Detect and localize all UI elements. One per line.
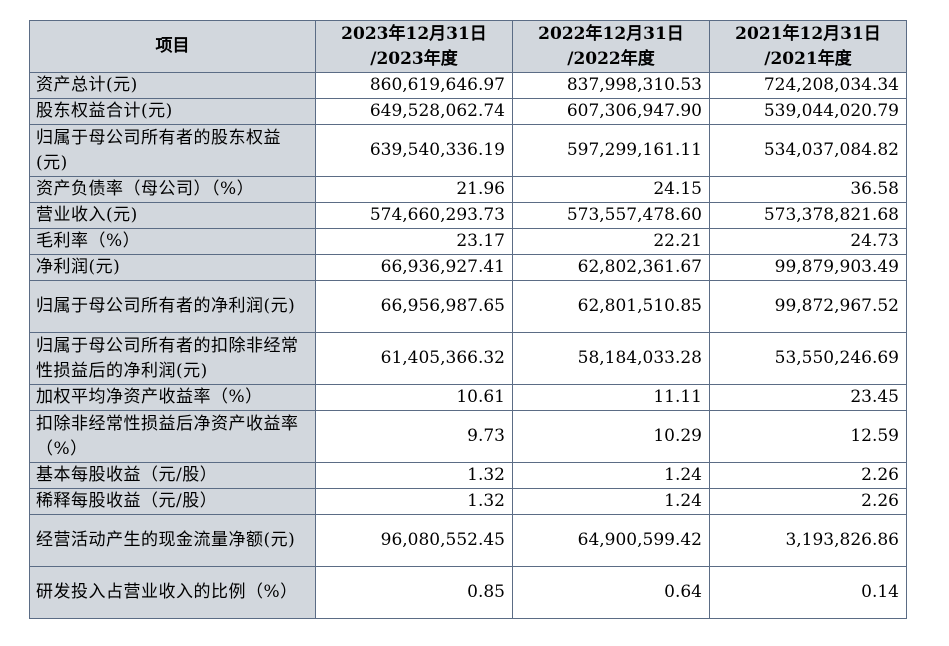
table-row: 资产负债率（母公司）（%） 21.96 24.15 36.58 — [29, 176, 907, 203]
row-label: 扣除非经常性损益后净资产收益率（%） — [29, 410, 316, 463]
table-row: 扣除非经常性损益后净资产收益率（%） 9.73 10.29 12.59 — [29, 410, 907, 463]
value-2023: 96,080,552.45 — [315, 514, 513, 567]
value-2023: 649,528,062.74 — [315, 98, 513, 125]
header-item: 项目 — [29, 20, 316, 73]
row-label: 股东权益合计(元) — [29, 98, 316, 125]
value-2021: 539,044,020.79 — [709, 98, 907, 125]
value-2023: 639,540,336.19 — [315, 124, 513, 177]
table-row: 加权平均净资产收益率（%） 10.61 11.11 23.45 — [29, 384, 907, 411]
value-2022: 22.21 — [512, 228, 710, 255]
row-label: 归属于母公司所有者的净利润(元) — [29, 280, 316, 333]
value-2022: 607,306,947.90 — [512, 98, 710, 125]
value-2021: 534,037,084.82 — [709, 124, 907, 177]
row-label: 资产总计(元) — [29, 72, 316, 99]
value-2022: 0.64 — [512, 566, 710, 619]
financial-table-container: 项目 2023年12月31日 /2023年度 2022年12月31日 /2022… — [29, 20, 907, 619]
value-2022: 64,900,599.42 — [512, 514, 710, 567]
value-2023: 61,405,366.32 — [315, 332, 513, 385]
value-2023: 1.32 — [315, 462, 513, 489]
value-2023: 21.96 — [315, 176, 513, 203]
table-row: 归属于母公司所有者的扣除非经常性损益后的净利润(元) 61,405,366.32… — [29, 332, 907, 385]
value-2022: 573,557,478.60 — [512, 202, 710, 229]
table-row: 股东权益合计(元) 649,528,062.74 607,306,947.90 … — [29, 98, 907, 125]
value-2023: 66,956,987.65 — [315, 280, 513, 333]
value-2022: 10.29 — [512, 410, 710, 463]
value-2021: 2.26 — [709, 462, 907, 489]
table-row: 资产总计(元) 860,619,646.97 837,998,310.53 72… — [29, 72, 907, 99]
value-2022: 24.15 — [512, 176, 710, 203]
row-label: 归属于母公司所有者的扣除非经常性损益后的净利润(元) — [29, 332, 316, 385]
table-row: 基本每股收益（元/股） 1.32 1.24 2.26 — [29, 462, 907, 489]
row-label: 净利润(元) — [29, 254, 316, 281]
value-2021: 573,378,821.68 — [709, 202, 907, 229]
value-2021: 36.58 — [709, 176, 907, 203]
row-label: 资产负债率（母公司）（%） — [29, 176, 316, 203]
value-2021: 53,550,246.69 — [709, 332, 907, 385]
row-label: 研发投入占营业收入的比例（%） — [29, 566, 316, 619]
value-2022: 62,801,510.85 — [512, 280, 710, 333]
table-row: 毛利率（%） 23.17 22.21 24.73 — [29, 228, 907, 255]
value-2022: 1.24 — [512, 462, 710, 489]
financial-summary-table: 项目 2023年12月31日 /2023年度 2022年12月31日 /2022… — [29, 20, 907, 619]
value-2023: 66,936,927.41 — [315, 254, 513, 281]
row-label: 归属于母公司所有者的股东权益(元) — [29, 124, 316, 177]
value-2023: 574,660,293.73 — [315, 202, 513, 229]
value-2021: 724,208,034.34 — [709, 72, 907, 99]
value-2021: 24.73 — [709, 228, 907, 255]
value-2021: 12.59 — [709, 410, 907, 463]
value-2023: 0.85 — [315, 566, 513, 619]
table-row: 稀释每股收益（元/股） 1.32 1.24 2.26 — [29, 488, 907, 515]
header-2022: 2022年12月31日 /2022年度 — [512, 20, 710, 73]
value-2022: 11.11 — [512, 384, 710, 411]
value-2022: 62,802,361.67 — [512, 254, 710, 281]
value-2023: 9.73 — [315, 410, 513, 463]
value-2022: 1.24 — [512, 488, 710, 515]
value-2021: 0.14 — [709, 566, 907, 619]
value-2023: 23.17 — [315, 228, 513, 255]
header-2023: 2023年12月31日 /2023年度 — [315, 20, 513, 73]
table-row: 经营活动产生的现金流量净额(元) 96,080,552.45 64,900,59… — [29, 514, 907, 567]
row-label: 经营活动产生的现金流量净额(元) — [29, 514, 316, 567]
value-2021: 3,193,826.86 — [709, 514, 907, 567]
header-2021: 2021年12月31日 /2021年度 — [709, 20, 907, 73]
table-row: 归属于母公司所有者的净利润(元) 66,956,987.65 62,801,51… — [29, 280, 907, 333]
row-label: 加权平均净资产收益率（%） — [29, 384, 316, 411]
row-label: 稀释每股收益（元/股） — [29, 488, 316, 515]
value-2021: 99,872,967.52 — [709, 280, 907, 333]
value-2023: 1.32 — [315, 488, 513, 515]
row-label: 毛利率（%） — [29, 228, 316, 255]
value-2021: 2.26 — [709, 488, 907, 515]
header-row: 项目 2023年12月31日 /2023年度 2022年12月31日 /2022… — [29, 20, 907, 73]
table-row: 营业收入(元) 574,660,293.73 573,557,478.60 57… — [29, 202, 907, 229]
value-2023: 860,619,646.97 — [315, 72, 513, 99]
table-row: 净利润(元) 66,936,927.41 62,802,361.67 99,87… — [29, 254, 907, 281]
value-2021: 23.45 — [709, 384, 907, 411]
value-2022: 837,998,310.53 — [512, 72, 710, 99]
row-label: 营业收入(元) — [29, 202, 316, 229]
value-2022: 597,299,161.11 — [512, 124, 710, 177]
value-2021: 99,879,903.49 — [709, 254, 907, 281]
value-2022: 58,184,033.28 — [512, 332, 710, 385]
table-row: 研发投入占营业收入的比例（%） 0.85 0.64 0.14 — [29, 566, 907, 619]
table-row: 归属于母公司所有者的股东权益(元) 639,540,336.19 597,299… — [29, 124, 907, 177]
value-2023: 10.61 — [315, 384, 513, 411]
row-label: 基本每股收益（元/股） — [29, 462, 316, 489]
